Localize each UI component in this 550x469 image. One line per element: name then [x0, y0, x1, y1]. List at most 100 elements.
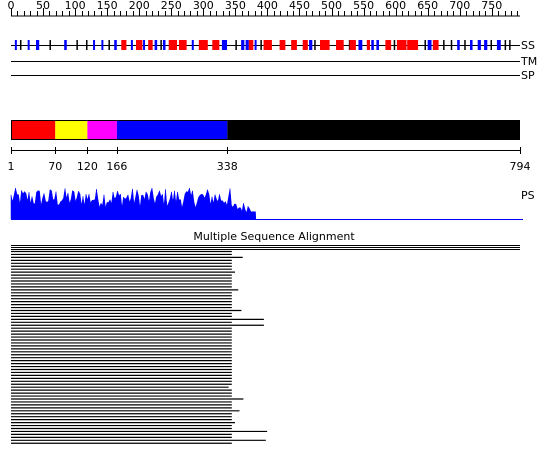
ps-profile-area	[10, 187, 257, 220]
domain-boundary-label: 1	[8, 160, 15, 173]
ss-helix-mark	[178, 40, 187, 50]
ss-helix-mark	[319, 40, 330, 50]
ruler-label: 250	[161, 0, 182, 12]
ss-coil-mark	[443, 40, 445, 50]
ss-helix-mark	[148, 40, 153, 50]
ss-coil-mark	[160, 40, 162, 50]
domain-boundary-label: 120	[77, 160, 98, 173]
ss-coil-mark	[86, 40, 88, 50]
ruler-label: 550	[353, 0, 374, 12]
ss-strand-mark	[376, 40, 379, 50]
ss-coil-mark	[424, 40, 426, 50]
domain-boundary-label: 166	[106, 160, 127, 173]
ss-strand-mark	[93, 40, 96, 50]
ss-helix-mark	[396, 40, 407, 50]
ss-helix-mark	[366, 40, 370, 50]
ruler-label: 200	[129, 0, 150, 12]
ruler-label: 300	[193, 0, 214, 12]
msa-panel: Multiple Sequence Alignment	[11, 230, 520, 444]
domain-boundary-label: 794	[510, 160, 531, 173]
ps-label: PS	[521, 189, 535, 202]
ss-strand-mark	[254, 40, 257, 50]
domain-bar: 1 70 120 166 338 794	[8, 120, 531, 173]
ss-helix-mark	[336, 40, 344, 50]
ss-strand-mark	[154, 40, 158, 50]
ss-helix-mark	[279, 40, 286, 50]
domain-segment	[87, 120, 117, 140]
ruler-label: 100	[65, 0, 86, 12]
ss-coil-mark	[108, 40, 110, 50]
ss-helix-mark	[263, 40, 272, 50]
ss-strand-mark	[477, 40, 481, 50]
ss-strand-mark	[496, 40, 501, 50]
ruler-label: 350	[225, 0, 246, 12]
domain-segment	[11, 120, 56, 140]
ss-helix-mark	[212, 40, 220, 50]
ruler-label: 400	[257, 0, 278, 12]
ss-helix-mark	[291, 40, 297, 50]
ss-strand-mark	[457, 40, 460, 50]
ss-track-label: SS	[521, 39, 535, 52]
domain-segment	[116, 120, 228, 140]
ruler-label: 700	[449, 0, 470, 12]
msa-title: Multiple Sequence Alignment	[193, 230, 355, 243]
ss-coil-mark	[19, 40, 22, 50]
ss-strand-mark	[101, 40, 104, 50]
ss-helix-mark	[198, 40, 208, 50]
ss-strand-mark	[14, 40, 17, 50]
ss-coil-mark	[490, 40, 493, 50]
ss-coil-mark	[464, 40, 466, 50]
ruler-label: 650	[417, 0, 438, 12]
ss-strand-mark	[221, 40, 228, 50]
ss-coil-mark	[393, 40, 396, 50]
tm-track-label: TM	[520, 55, 537, 68]
ss-strand-mark	[309, 40, 313, 50]
ss-strand-mark	[64, 40, 67, 50]
ss-coil-mark	[314, 40, 316, 50]
ruler-label: 150	[97, 0, 118, 12]
domain-bar-outline	[11, 120, 520, 140]
ss-coil-mark	[76, 40, 78, 50]
sp-track-label: SP	[521, 69, 535, 82]
ss-helix-mark	[248, 40, 254, 50]
ss-strand-mark	[162, 40, 166, 50]
domain-segment	[227, 120, 520, 140]
ss-helix-mark	[349, 40, 356, 50]
ss-helix-mark	[302, 40, 308, 50]
ss-strand-mark	[427, 40, 432, 50]
ss-strand-mark	[358, 40, 363, 50]
ss-coil-mark	[504, 40, 507, 50]
ss-helix-mark	[136, 40, 143, 50]
ss-strand-mark	[371, 40, 374, 50]
ss-strand-mark	[36, 40, 40, 50]
domain-boundary-label: 70	[48, 160, 62, 173]
ss-strand-mark	[241, 40, 245, 50]
ps-profile: PS	[10, 187, 535, 220]
domain-segment	[55, 120, 88, 140]
ss-strand-mark	[245, 40, 249, 50]
domain-boundary-label: 338	[217, 160, 238, 173]
ss-strand-mark	[27, 40, 30, 50]
ruler-label: 0	[8, 0, 15, 12]
ss-strand-mark	[484, 40, 488, 50]
ss-helix-mark	[121, 40, 127, 50]
ss-coil-mark	[235, 40, 237, 50]
ss-helix-mark	[407, 40, 419, 50]
ss-coil-mark	[450, 40, 453, 50]
ss-helix-mark	[432, 40, 439, 50]
ss-strand-mark	[191, 40, 194, 50]
ruler-label: 50	[36, 0, 50, 12]
ruler-label: 500	[321, 0, 342, 12]
ss-strand-mark	[469, 40, 473, 50]
ss-strand-mark	[114, 40, 117, 50]
ss-helix-mark	[168, 40, 178, 50]
ss-strand-mark	[143, 40, 146, 50]
ruler-label: 750	[481, 0, 502, 12]
position-ruler: 0 50 100 150 200 250 300 350 400 450 500 550 600 650 7…	[8, 0, 520, 17]
ss-coil-mark	[49, 40, 51, 50]
ss-helix-mark	[385, 40, 392, 50]
ruler-label: 600	[385, 0, 406, 12]
